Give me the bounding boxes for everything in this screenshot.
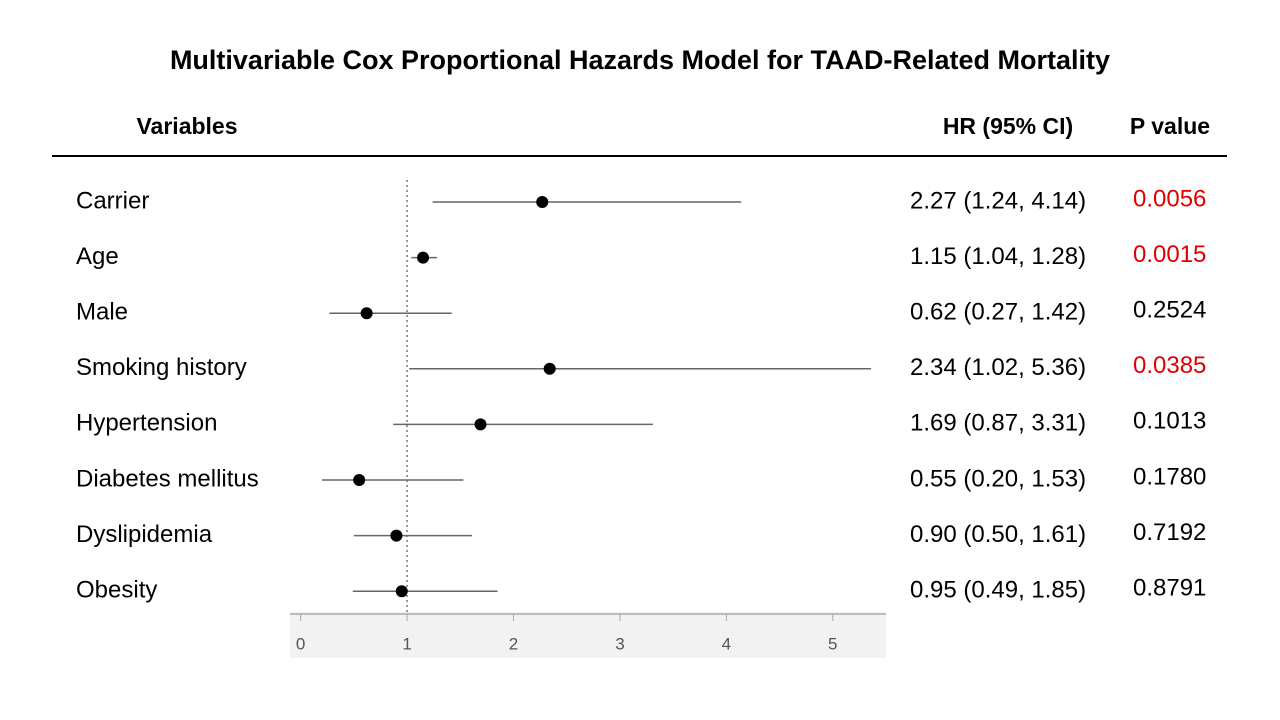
- x-tick-label: 5: [828, 634, 837, 653]
- x-tick-label: 3: [615, 634, 624, 653]
- chart-title: Multivariable Cox Proportional Hazards M…: [170, 45, 1110, 75]
- column-header: P value: [1130, 113, 1210, 139]
- variable-label: Hypertension: [76, 410, 217, 437]
- column-header: HR (95% CI): [943, 113, 1073, 139]
- p-value: 0.0385: [1133, 352, 1206, 379]
- hr-point: [395, 585, 408, 598]
- hr-label: 2.34 (1.02, 5.36): [910, 354, 1086, 381]
- hr-label: 1.69 (0.87, 3.31): [910, 410, 1086, 437]
- hr-label: 1.15 (1.04, 1.28): [910, 243, 1086, 270]
- hr-label: 0.95 (0.49, 1.85): [910, 577, 1086, 604]
- variable-label: Obesity: [76, 577, 157, 604]
- x-tick-label: 2: [509, 634, 518, 653]
- hr-point: [353, 474, 366, 486]
- hr-point: [543, 362, 556, 375]
- hr-point: [360, 307, 373, 320]
- hr-label: 0.90 (0.50, 1.61): [910, 521, 1086, 548]
- column-header: Variables: [136, 113, 237, 139]
- p-value: 0.1013: [1133, 408, 1206, 435]
- p-value: 0.8791: [1133, 575, 1206, 602]
- hr-label: 0.55 (0.20, 1.53): [910, 465, 1086, 492]
- hr-point: [390, 529, 403, 542]
- hr-point: [536, 196, 549, 208]
- hr-label: 2.27 (1.24, 4.14): [910, 187, 1086, 214]
- p-value: 0.7192: [1133, 519, 1206, 546]
- variable-label: Diabetes mellitus: [76, 465, 259, 492]
- hr-point: [417, 251, 430, 264]
- variable-label: Age: [76, 243, 119, 270]
- x-tick-label: 1: [402, 634, 411, 653]
- variable-label: Smoking history: [76, 354, 247, 381]
- x-tick-label: 0: [296, 634, 305, 653]
- p-value: 0.0056: [1133, 185, 1206, 212]
- x-tick-label: 4: [722, 634, 731, 653]
- p-value: 0.2524: [1133, 297, 1206, 324]
- variable-label: Male: [76, 299, 128, 326]
- hr-point: [474, 418, 487, 431]
- variable-label: Carrier: [76, 187, 149, 214]
- hr-label: 0.62 (0.27, 1.42): [910, 299, 1086, 326]
- variable-label: Dyslipidemia: [76, 521, 213, 548]
- p-value: 0.0015: [1133, 241, 1206, 268]
- p-value: 0.1780: [1133, 463, 1206, 490]
- axis-panel: [290, 612, 886, 658]
